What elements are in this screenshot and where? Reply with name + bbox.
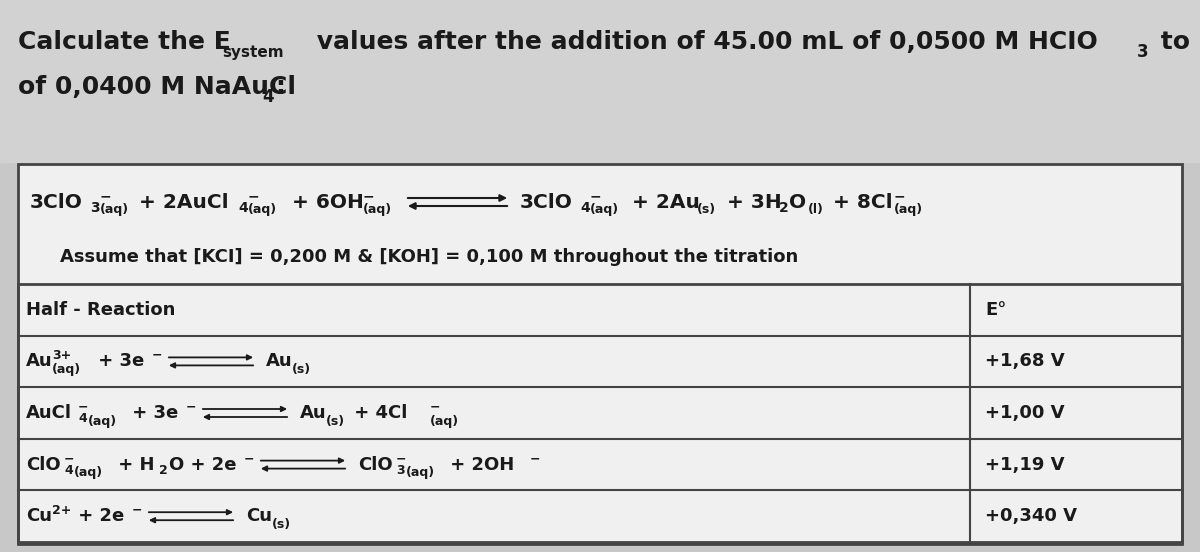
Text: of 0,0400 M NaAuCl: of 0,0400 M NaAuCl	[18, 75, 296, 99]
Text: Calculate the E: Calculate the E	[18, 30, 230, 54]
Text: 4: 4	[238, 201, 247, 215]
Text: 3ClO: 3ClO	[30, 193, 83, 211]
Text: AuCl: AuCl	[26, 404, 72, 422]
Text: −: −	[530, 452, 540, 465]
Text: −: −	[186, 401, 197, 413]
Text: + 2OH: + 2OH	[444, 455, 515, 474]
Text: (aq): (aq)	[364, 204, 392, 216]
Text: + 2e: + 2e	[72, 507, 125, 525]
Text: + 8Cl: + 8Cl	[826, 193, 893, 211]
Text: Cu: Cu	[26, 507, 52, 525]
Text: 3: 3	[90, 201, 100, 215]
Text: −: −	[132, 504, 143, 517]
Text: 2: 2	[779, 201, 788, 215]
Text: 4: 4	[78, 412, 86, 426]
Text: ClO: ClO	[26, 455, 61, 474]
Text: + 3H: + 3H	[720, 193, 781, 211]
Text: (aq): (aq)	[74, 466, 103, 479]
Bar	[18, 284, 1182, 542]
Text: Assume that [KCI] = 0,200 M & [KOH] = 0,100 M throughout the titration: Assume that [KCI] = 0,200 M & [KOH] = 0,…	[60, 248, 798, 266]
Text: + 3e: + 3e	[92, 352, 144, 370]
Text: + 3e: + 3e	[126, 404, 179, 422]
Text: +1,00 V: +1,00 V	[985, 404, 1064, 422]
Text: Au: Au	[26, 352, 53, 370]
Text: +1,68 V: +1,68 V	[985, 352, 1064, 370]
Text: (aq): (aq)	[248, 204, 277, 216]
Text: −: −	[248, 189, 259, 203]
Text: to 25,00 m: to 25,00 m	[1152, 30, 1200, 54]
Text: O: O	[790, 193, 806, 211]
Text: (aq): (aq)	[88, 415, 118, 427]
Text: (s): (s)	[326, 415, 346, 427]
Text: −: −	[78, 401, 89, 413]
Text: −: −	[430, 401, 440, 413]
Text: (aq): (aq)	[100, 204, 130, 216]
Text: Cu: Cu	[246, 507, 272, 525]
Text: (s): (s)	[697, 204, 716, 216]
Text: + H: + H	[112, 455, 155, 474]
Text: system: system	[222, 45, 283, 60]
Text: (l): (l)	[808, 204, 824, 216]
Text: ClO: ClO	[358, 455, 392, 474]
Text: 4: 4	[64, 464, 73, 477]
Text: 4: 4	[580, 201, 589, 215]
Text: +1,19 V: +1,19 V	[985, 455, 1064, 474]
Text: −: −	[894, 189, 906, 203]
Bar	[0, 0, 1200, 162]
Text: 2+: 2+	[52, 504, 71, 517]
Text: 3ClO: 3ClO	[520, 193, 572, 211]
Text: −: −	[590, 189, 601, 203]
Text: values after the addition of 45.00 mL of 0,0500 M HCIO: values after the addition of 45.00 mL of…	[308, 30, 1098, 54]
Text: −: −	[244, 452, 254, 465]
Text: (s): (s)	[292, 363, 311, 376]
Text: 3+: 3+	[52, 349, 71, 362]
Text: + 2AuCl: + 2AuCl	[132, 193, 229, 211]
Text: −: −	[100, 189, 112, 203]
Text: 4: 4	[262, 88, 274, 106]
Text: O + 2e: O + 2e	[169, 455, 236, 474]
Text: Au: Au	[266, 352, 293, 370]
Text: (aq): (aq)	[430, 415, 460, 427]
Text: 3: 3	[1138, 43, 1148, 61]
Text: −: −	[396, 452, 407, 465]
Text: 2: 2	[158, 464, 168, 477]
Text: + 4Cl: + 4Cl	[348, 404, 407, 422]
Text: :: :	[275, 75, 284, 99]
Text: (aq): (aq)	[52, 363, 82, 376]
Text: Au: Au	[300, 404, 326, 422]
Text: + 2Au: + 2Au	[625, 193, 700, 211]
Text: 3: 3	[396, 464, 404, 477]
Bar	[18, 164, 1182, 544]
Text: (aq): (aq)	[894, 204, 923, 216]
Text: −: −	[64, 452, 74, 465]
Text: (s): (s)	[272, 518, 292, 530]
Text: +0,340 V: +0,340 V	[985, 507, 1078, 525]
Text: E°: E°	[985, 301, 1007, 319]
Text: (aq): (aq)	[406, 466, 436, 479]
Text: (aq): (aq)	[590, 204, 619, 216]
Text: −: −	[152, 349, 162, 362]
Text: + 6OH: + 6OH	[286, 193, 364, 211]
Text: −: −	[364, 189, 374, 203]
Text: Half - Reaction: Half - Reaction	[26, 301, 175, 319]
